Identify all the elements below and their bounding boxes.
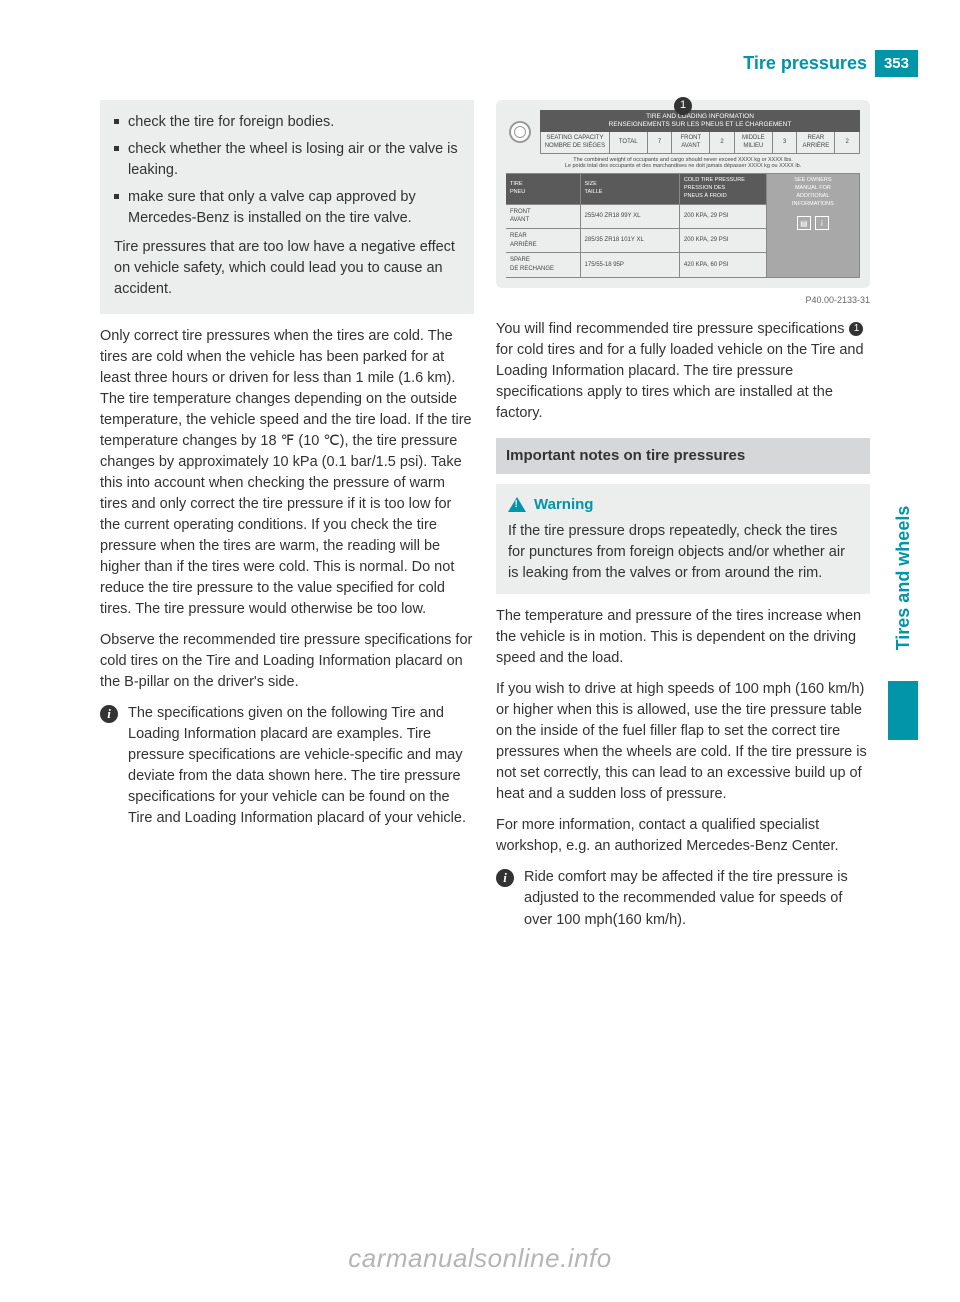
placard-owners-cell: SEE OWNERS MANUAL FOR ADDITIONAL INFORMA… (767, 174, 860, 278)
warning-gray-box: check the tire for foreign bodies. check… (100, 100, 474, 314)
placard-cell: 2 (835, 132, 859, 153)
placard-seating-row: SEATING CAPACITY NOMBRE DE SIÈGES TOTAL … (540, 132, 860, 154)
tire-icon (506, 110, 534, 154)
info-text: Ride comfort may be affected if the tire… (524, 867, 870, 930)
placard-cell: 285/35 ZR18 101Y XL (581, 229, 680, 253)
tire-placard-figure: 1 TIRE AND LOADING INFORMATION RENSEIGNE… (496, 100, 870, 288)
placard-col-head: COLD TIRE PRESSURE PRESSION DES PNEUS À … (680, 174, 767, 205)
placard-cell: MIDDLE MILIEU (735, 132, 773, 153)
owners-icons: ▤ i (797, 216, 829, 230)
warning-triangle-icon (508, 497, 526, 512)
placard-cell: 3 (773, 132, 798, 153)
list-item: check whether the wheel is losing air or… (114, 139, 460, 181)
figure-code: P40.00-2133-31 (496, 294, 870, 307)
left-column: check the tire for foreign bodies. check… (100, 100, 474, 1222)
side-tab-label: Tires and wheels (893, 480, 914, 675)
placard-title-line: TIRE AND LOADING INFORMATION (542, 113, 858, 121)
book-icon: ▤ (797, 216, 811, 230)
placard-cell: 7 (648, 132, 673, 153)
section-side-tab: Tires and wheels (888, 480, 918, 740)
placard-title: TIRE AND LOADING INFORMATION RENSEIGNEME… (540, 110, 860, 132)
text-span: You will find recommended tire pressure … (496, 321, 848, 337)
info-note: i Ride comfort may be affected if the ti… (496, 867, 870, 930)
body-paragraph: The temperature and pressure of the tire… (496, 606, 870, 669)
warning-body: If the tire pressure drops repeatedly, c… (508, 521, 858, 584)
page-number: 353 (875, 50, 918, 77)
placard-title-line: RENSEIGNEMENTS SUR LES PNEUS ET LE CHARG… (542, 121, 858, 129)
body-paragraph: If you wish to drive at high speeds of 1… (496, 679, 870, 805)
info-icon: i (100, 705, 118, 723)
placard-cell: 420 KPA, 60 PSI (680, 253, 767, 277)
watermark: carmanualsonline.info (0, 1243, 960, 1274)
list-item: check the tire for foreign bodies. (114, 112, 460, 133)
inline-callout-icon: 1 (849, 322, 863, 336)
placard-col-head: SIZE TAILLE (581, 174, 680, 205)
placard-cell: 2 (710, 132, 735, 153)
owners-text: SEE OWNERS MANUAL FOR ADDITIONAL INFORMA… (792, 177, 834, 209)
section-heading: Important notes on tire pressures (496, 438, 870, 474)
page-header: Tire pressures 353 (100, 48, 918, 78)
info-icon: i (496, 869, 514, 887)
body-paragraph: Only correct tire pressures when the tir… (100, 326, 474, 620)
warning-label: Warning (534, 494, 593, 516)
placard-cell: TOTAL (610, 132, 648, 153)
warning-heading: Warning (508, 494, 858, 516)
right-column: 1 TIRE AND LOADING INFORMATION RENSEIGNE… (496, 100, 870, 1222)
placard-cell: 200 KPA, 29 PSI (680, 229, 767, 253)
placard-cell: REAR ARRIÈRE (797, 132, 835, 153)
body-paragraph: You will find recommended tire pressure … (496, 319, 870, 424)
header-title: Tire pressures (743, 53, 867, 74)
warning-box: Warning If the tire pressure drops repea… (496, 484, 870, 595)
placard-cell: FRONT AVANT (506, 205, 581, 229)
placard-table: TIRE PNEU SIZE TAILLE COLD TIRE PRESSURE… (506, 173, 860, 278)
placard-cell: SPARE DE RECHANGE (506, 253, 581, 277)
placard-col-head: TIRE PNEU (506, 174, 581, 205)
placard-cell: 200 KPA, 29 PSI (680, 205, 767, 229)
placard-cell: REAR ARRIÈRE (506, 229, 581, 253)
info-text: The specifications given on the followin… (128, 703, 474, 829)
placard-cell: SEATING CAPACITY NOMBRE DE SIÈGES (541, 132, 610, 153)
gray-box-tail: Tire pressures that are too low have a n… (114, 237, 460, 300)
text-span: for cold tires and for a fully loaded ve… (496, 342, 864, 421)
list-item: make sure that only a valve cap approved… (114, 187, 460, 229)
side-tab-marker (888, 681, 918, 740)
body-paragraph: Observe the recommended tire pressure sp… (100, 630, 474, 693)
page-content: check the tire for foreign bodies. check… (100, 100, 870, 1222)
placard-weight-note: The combined weight of occupants and car… (506, 154, 860, 173)
bullet-list: check the tire for foreign bodies. check… (114, 112, 460, 229)
placard-cell: 255/40 ZR18 99Y XL (581, 205, 680, 229)
body-paragraph: For more information, contact a qualifie… (496, 815, 870, 857)
placard-cell: 175/55-18 95P (581, 253, 680, 277)
info-note: i The specifications given on the follow… (100, 703, 474, 829)
figure-callout: 1 (674, 97, 692, 115)
placard-cell: FRONT AVANT (672, 132, 710, 153)
info-square-icon: i (815, 216, 829, 230)
